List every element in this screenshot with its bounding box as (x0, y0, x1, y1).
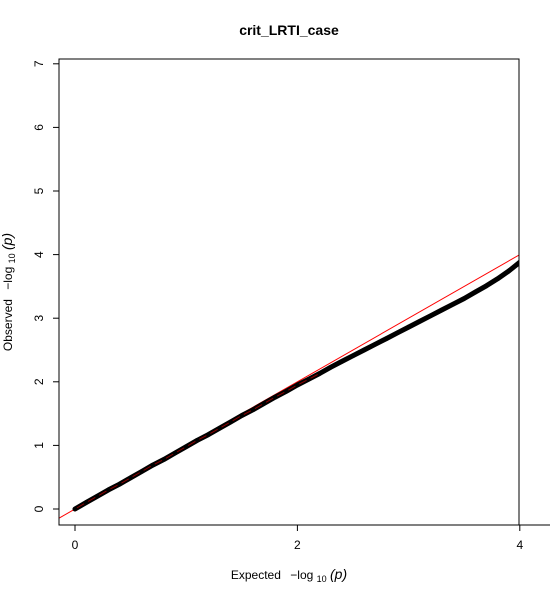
data-point (117, 481, 122, 487)
y-tick-label: 0 (32, 505, 46, 512)
data-point (529, 254, 534, 259)
data-point (284, 389, 289, 394)
data-point (339, 359, 345, 364)
y-tick-label: 4 (32, 251, 46, 258)
data-point (206, 432, 211, 437)
x-axis-title-prefix: Expected (231, 568, 281, 582)
data-point (295, 382, 300, 388)
data-point (72, 506, 78, 512)
data-point (395, 330, 400, 336)
x-tick-label: 2 (294, 538, 301, 552)
data-point (306, 377, 311, 382)
y-axis-title-arg: (p) (0, 233, 15, 250)
y-tick-label: 7 (32, 60, 46, 67)
y-tick-label: 5 (32, 187, 46, 194)
x-axis-title-arg: (p) (330, 566, 347, 582)
reference-line (59, 254, 519, 519)
data-point (317, 371, 322, 376)
y-axis-title-prefix: Observed (1, 299, 15, 351)
data-point (228, 419, 233, 425)
data-point (439, 307, 445, 313)
data-point (372, 342, 378, 347)
x-tick-label: 0 (72, 538, 79, 552)
y-axis-title: Observed −log 10 (p) (0, 233, 18, 351)
data-point (83, 500, 89, 505)
data-point (406, 324, 411, 330)
y-tick-label: 1 (32, 442, 46, 449)
x-axis-title-func: −log (290, 568, 313, 582)
data-point (261, 401, 267, 406)
observed-points-band (72, 259, 519, 512)
x-axis-title-sub: 10 (317, 574, 327, 584)
y-axis-title-func: −log (1, 267, 15, 290)
data-point (106, 487, 111, 493)
y-tick-label: 6 (32, 124, 46, 131)
y-tick-label: 3 (32, 315, 46, 322)
plot-frame (58, 58, 520, 526)
data-point (473, 289, 478, 295)
points-layer (72, 250, 545, 512)
x-axis-title: Expected −log 10 (p) (231, 566, 347, 585)
reference-line-layer (59, 254, 519, 519)
chart-title: crit_LRTI_case (239, 22, 339, 38)
y-axis: 0 1 2 3 4 5 6 7 (32, 60, 60, 512)
data-point (250, 407, 256, 413)
data-point (350, 353, 356, 359)
data-point (172, 450, 178, 456)
data-point (217, 425, 222, 431)
data-point (428, 313, 434, 319)
data-point (450, 301, 456, 307)
data-point (517, 260, 519, 265)
data-point (495, 276, 500, 282)
data-point (183, 444, 189, 450)
data-point (484, 283, 489, 289)
x-tick-label: 4 (516, 538, 523, 552)
y-tick-label: 2 (32, 378, 46, 385)
data-point (161, 457, 167, 462)
data-point (150, 462, 156, 468)
data-point (328, 364, 334, 370)
data-point (461, 296, 467, 301)
data-point (506, 268, 512, 274)
y-axis-title-sub: 10 (7, 253, 17, 263)
data-point (361, 347, 367, 353)
data-point (195, 438, 200, 443)
data-point (139, 469, 144, 474)
plot-area (59, 250, 545, 519)
data-point (384, 336, 389, 341)
data-point (417, 319, 423, 324)
data-point (540, 250, 545, 255)
data-point (239, 413, 245, 418)
data-point (94, 494, 100, 499)
data-point (272, 394, 278, 400)
x-axis: 0246 (72, 524, 550, 552)
data-point (128, 475, 133, 481)
